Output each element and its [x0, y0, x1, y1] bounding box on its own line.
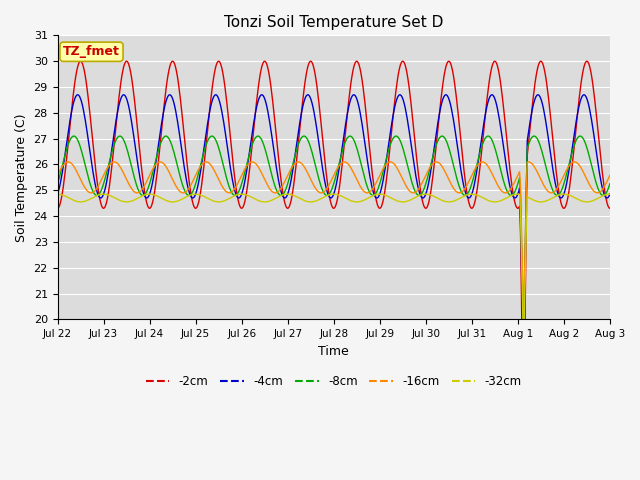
- -32cm: [426, 192, 434, 198]
- -16cm: [520, 311, 527, 316]
- -8cm: [520, 333, 527, 338]
- -32cm: [54, 192, 61, 197]
- -8cm: [538, 148, 545, 154]
- -16cm: [387, 159, 395, 165]
- -32cm: [247, 194, 255, 200]
- -4cm: [54, 191, 61, 197]
- -8cm: [387, 140, 395, 146]
- -16cm: [538, 178, 545, 184]
- -8cm: [428, 160, 435, 166]
- -8cm: [606, 181, 614, 187]
- -32cm: [520, 341, 527, 347]
- -8cm: [54, 181, 61, 187]
- Line: -8cm: -8cm: [58, 136, 610, 336]
- -4cm: [520, 374, 527, 380]
- Line: -32cm: -32cm: [58, 194, 610, 344]
- -8cm: [248, 144, 255, 149]
- -8cm: [56, 170, 64, 176]
- -8cm: [576, 133, 584, 139]
- -16cm: [64, 159, 72, 165]
- -4cm: [74, 92, 81, 97]
- -8cm: [70, 133, 77, 139]
- Line: -16cm: -16cm: [58, 162, 610, 313]
- Y-axis label: Soil Temperature (C): Soil Temperature (C): [15, 113, 28, 241]
- Title: Tonzi Soil Temperature Set D: Tonzi Soil Temperature Set D: [224, 15, 444, 30]
- -32cm: [56, 192, 64, 197]
- -2cm: [56, 200, 64, 205]
- Line: -4cm: -4cm: [58, 95, 610, 377]
- -2cm: [576, 87, 584, 93]
- -2cm: [428, 186, 435, 192]
- Legend: -2cm, -4cm, -8cm, -16cm, -32cm: -2cm, -4cm, -8cm, -16cm, -32cm: [141, 371, 527, 393]
- -16cm: [56, 167, 64, 172]
- -2cm: [77, 58, 84, 64]
- -16cm: [248, 159, 255, 165]
- Text: TZ_fmet: TZ_fmet: [63, 45, 120, 58]
- -32cm: [575, 197, 583, 203]
- -4cm: [56, 180, 64, 186]
- -4cm: [428, 165, 435, 171]
- -2cm: [538, 59, 545, 64]
- -2cm: [520, 427, 527, 433]
- -2cm: [387, 136, 395, 142]
- -2cm: [248, 148, 255, 154]
- -2cm: [606, 205, 614, 211]
- -16cm: [428, 163, 435, 168]
- -32cm: [537, 199, 545, 205]
- X-axis label: Time: Time: [318, 345, 349, 358]
- -16cm: [54, 172, 61, 178]
- -32cm: [606, 192, 614, 197]
- -16cm: [606, 172, 614, 178]
- -4cm: [387, 126, 395, 132]
- -4cm: [538, 98, 545, 104]
- -32cm: [386, 194, 394, 200]
- -4cm: [576, 99, 584, 105]
- Line: -2cm: -2cm: [58, 61, 610, 430]
- -4cm: [606, 191, 614, 197]
- -4cm: [248, 134, 255, 140]
- -16cm: [576, 164, 584, 169]
- -2cm: [54, 205, 61, 211]
